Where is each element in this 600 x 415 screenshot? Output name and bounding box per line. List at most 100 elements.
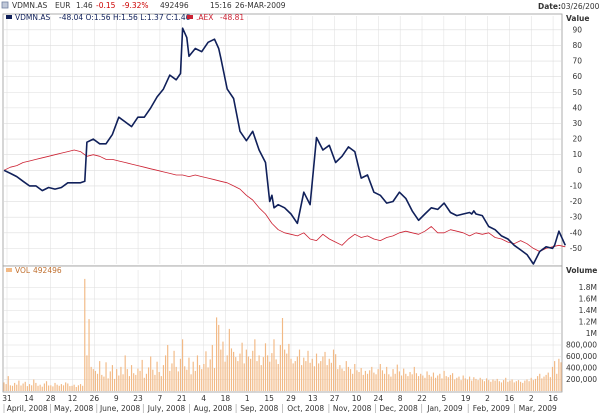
volume-bar bbox=[14, 382, 16, 391]
volume-bar bbox=[549, 377, 551, 391]
volume-bar bbox=[551, 366, 554, 391]
volume-bar bbox=[454, 379, 456, 391]
volume-bar bbox=[284, 349, 286, 391]
volume-bar bbox=[498, 381, 500, 391]
volume-bar bbox=[322, 356, 324, 391]
volume-bar bbox=[218, 324, 220, 391]
date-value: 03/26/2009 bbox=[561, 2, 600, 11]
legend-swatch-main bbox=[6, 15, 12, 19]
volume-bar bbox=[420, 373, 422, 392]
volume-bar bbox=[330, 362, 332, 391]
x-day-tick-label: 24 bbox=[374, 394, 384, 403]
volume-bar bbox=[79, 384, 82, 391]
volume-y-tick-label: 200,000 bbox=[566, 375, 597, 384]
x-day-tick-label: 14 bbox=[24, 394, 34, 403]
volume-bar bbox=[62, 385, 65, 392]
volume-bar bbox=[286, 353, 288, 391]
volume-bar bbox=[335, 354, 337, 391]
volume-bar bbox=[507, 381, 509, 391]
volume-bar bbox=[92, 369, 94, 391]
volume-y-tick-label: 1.8M bbox=[579, 283, 597, 292]
price-y-tick-label: -20 bbox=[570, 197, 582, 206]
volume-bar bbox=[390, 376, 392, 391]
volume-bar bbox=[190, 374, 192, 391]
volume-bar bbox=[426, 371, 428, 391]
volume-bar bbox=[522, 382, 524, 391]
volume-bar bbox=[156, 361, 158, 391]
change-percent: -9.32% bbox=[122, 1, 149, 10]
volume-bar bbox=[392, 369, 394, 391]
legend-main-symbol: VDMN.AS bbox=[15, 13, 51, 22]
volume-bar bbox=[349, 369, 352, 391]
x-month-label: Dec, 2008 bbox=[379, 404, 418, 413]
volume-bar bbox=[500, 382, 503, 391]
volume-bar bbox=[460, 380, 462, 391]
volume-bar bbox=[471, 380, 473, 391]
volume-bar bbox=[111, 365, 113, 391]
x-axis-months: April, 2008 May, 2008 June, 2008 July, 2008… bbox=[3, 404, 557, 413]
x-day-tick-label: 31 bbox=[2, 394, 12, 403]
date: 26-MAR-2009 bbox=[235, 1, 286, 10]
volume-bar bbox=[58, 385, 60, 391]
volume-bar bbox=[188, 357, 190, 391]
volume-bar bbox=[75, 387, 77, 391]
volume-y-tick-label: 1.2M bbox=[579, 318, 597, 327]
volume-bar bbox=[375, 374, 377, 391]
volume-bar bbox=[488, 380, 490, 391]
volume-bar bbox=[179, 358, 182, 391]
x-day-tick-label: 16 bbox=[505, 394, 515, 403]
legend-swatch-volume bbox=[6, 268, 12, 272]
volume-bar bbox=[175, 366, 177, 391]
volume-bar bbox=[9, 385, 11, 392]
volume-bar bbox=[107, 378, 109, 391]
volume-bar bbox=[443, 370, 445, 391]
volume-bar bbox=[152, 369, 154, 391]
volume-bar bbox=[318, 363, 320, 391]
volume-bar bbox=[364, 370, 366, 391]
volume-bar bbox=[171, 363, 173, 391]
volume-bar bbox=[86, 355, 88, 391]
price-y-tick-label: -10 bbox=[570, 181, 582, 190]
symbol: VDMN.AS bbox=[12, 1, 48, 10]
volume-bar bbox=[505, 377, 507, 391]
volume-bar bbox=[173, 350, 175, 392]
volume-legend: VOL 492496 bbox=[6, 266, 62, 275]
legend-main-stats: -48.04 O:1.56 H:1.56 L:1.37 C:1.46 bbox=[59, 13, 191, 22]
volume-bar bbox=[343, 370, 345, 391]
volume-bar bbox=[24, 381, 26, 391]
volume-bar bbox=[90, 366, 92, 391]
volume-bar bbox=[556, 373, 558, 392]
volume-bar bbox=[150, 356, 152, 391]
volume-bar bbox=[235, 357, 237, 391]
volume-bar bbox=[128, 376, 131, 391]
volume-bar bbox=[11, 385, 14, 391]
volume-bar bbox=[537, 376, 539, 391]
volume-bar bbox=[409, 372, 411, 391]
volume-bar bbox=[101, 374, 103, 391]
volume-bar bbox=[294, 361, 296, 391]
volume-bar bbox=[477, 380, 479, 391]
collapse-icon[interactable] bbox=[1, 1, 9, 9]
volume-bar bbox=[122, 374, 124, 391]
volume-bar bbox=[73, 384, 75, 391]
volume-bar bbox=[211, 345, 213, 391]
volume-bar bbox=[139, 370, 141, 391]
volume-bar bbox=[422, 375, 424, 391]
volume-bar bbox=[513, 382, 515, 391]
volume-bar bbox=[373, 372, 375, 391]
volume-bar bbox=[216, 317, 218, 391]
volume-bar bbox=[158, 372, 160, 391]
volume-bar bbox=[411, 374, 413, 391]
volume-bar bbox=[356, 370, 358, 391]
volume: 492496 bbox=[160, 1, 189, 10]
volume-bar bbox=[296, 356, 298, 391]
volume-bar bbox=[41, 386, 43, 391]
volume-bar bbox=[33, 379, 35, 391]
volume-bar bbox=[458, 376, 460, 391]
volume-bar bbox=[437, 375, 439, 391]
x-day-tick-label: 2 bbox=[485, 394, 490, 403]
volume-bar bbox=[560, 362, 562, 392]
x-month-label: May, 2008 bbox=[54, 404, 94, 413]
volume-bar bbox=[403, 368, 405, 391]
